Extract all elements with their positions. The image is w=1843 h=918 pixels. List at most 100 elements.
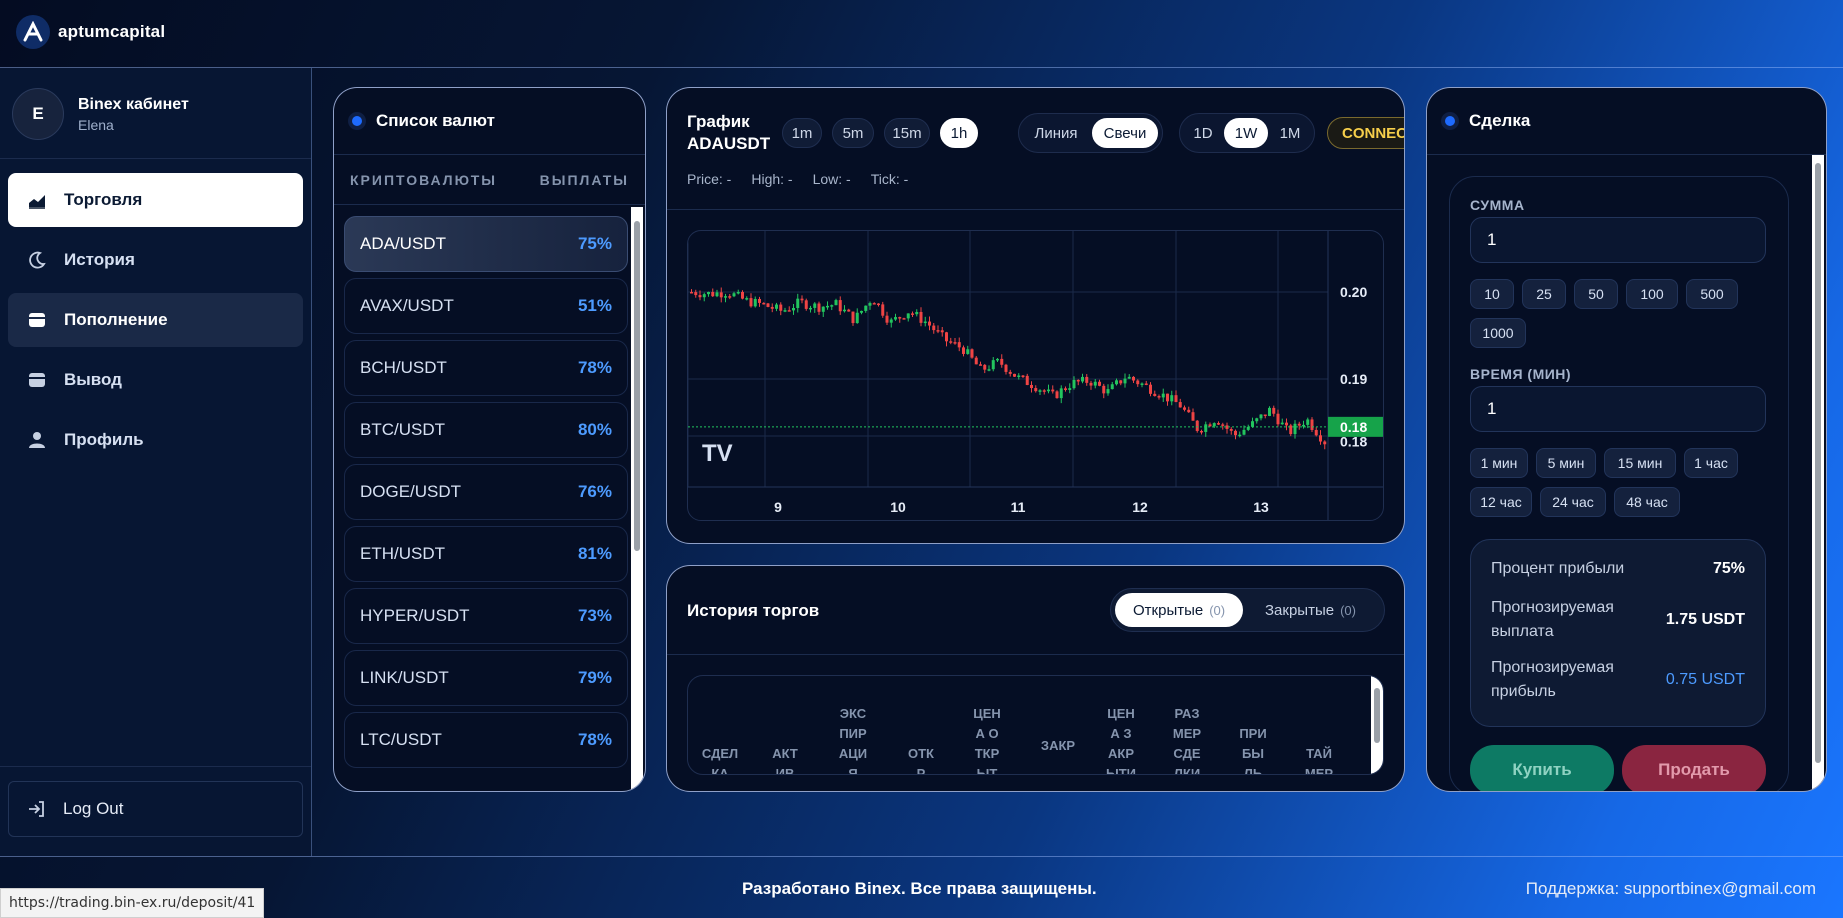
- list-item[interactable]: LTC/USDT 78%: [344, 712, 628, 768]
- amount-chip[interactable]: 25: [1522, 279, 1566, 309]
- tab-closed[interactable]: Закрытые (0): [1247, 593, 1374, 627]
- sidebar-item-trading[interactable]: Торговля: [8, 173, 303, 227]
- list-item[interactable]: BTC/USDT 80%: [344, 402, 628, 458]
- candle-body: [881, 304, 885, 316]
- candle-body: [1242, 429, 1246, 435]
- time-chip[interactable]: 24 час: [1540, 487, 1606, 517]
- list-item[interactable]: HYPER/USDT 73%: [344, 588, 628, 644]
- history-table: СДЕЛКА АКТИВ ЭКСПИРАЦИЯ ОТКР ЦЕНА ОТКРЫТ…: [687, 675, 1384, 775]
- scrollbar-thumb[interactable]: [634, 221, 640, 551]
- candle-body: [919, 311, 923, 323]
- interval-5m-button[interactable]: 5m: [832, 118, 874, 148]
- logo-icon: [16, 15, 50, 49]
- tab-open[interactable]: Открытые (0): [1115, 593, 1244, 627]
- amount-chip[interactable]: 50: [1574, 279, 1618, 309]
- candle-body: [1310, 419, 1314, 430]
- chart-title: График ADAUSDT: [687, 111, 770, 155]
- logout-button[interactable]: Log Out: [8, 781, 303, 837]
- candle-body: [830, 305, 834, 307]
- sidebar-item-profile[interactable]: Профиль: [8, 413, 303, 467]
- brand-name: aptumcapital: [58, 22, 166, 41]
- time-chip[interactable]: 5 мин: [1536, 448, 1596, 478]
- candle-body: [736, 292, 740, 294]
- column-header: ЭКСПИРАЦИЯ: [838, 706, 868, 775]
- candle-body: [889, 319, 893, 323]
- candle-body: [1187, 409, 1191, 413]
- list-item[interactable]: DOGE/USDT 76%: [344, 464, 628, 520]
- buy-button[interactable]: Купить: [1470, 745, 1614, 791]
- time-chip[interactable]: 1 час: [1684, 448, 1738, 478]
- list-item[interactable]: ETH/USDT 81%: [344, 526, 628, 582]
- candlestick-chart[interactable]: 0.20 0.19 0.18 9 10 11 12 13 0.18 TV: [687, 230, 1384, 521]
- candle-body: [1229, 428, 1233, 431]
- status-dot-icon: [1441, 112, 1459, 130]
- payout-value: 75%: [577, 234, 612, 253]
- candle-body: [1021, 375, 1025, 377]
- pair-name: LINK/USDT: [360, 668, 449, 687]
- candle-body: [1025, 375, 1029, 385]
- range-1w-button[interactable]: 1W: [1224, 118, 1268, 148]
- interval-1m-button[interactable]: 1m: [782, 118, 822, 148]
- payout-value: 78%: [577, 358, 612, 377]
- candle-body: [906, 313, 910, 319]
- range-1d-button[interactable]: 1D: [1193, 124, 1213, 142]
- sidebar-item-history[interactable]: История: [8, 233, 303, 287]
- support-link[interactable]: Поддержка: supportbinex@gmail.com: [1525, 879, 1816, 898]
- sell-button[interactable]: Продать: [1622, 745, 1766, 791]
- sidebar-item-deposit[interactable]: Пополнение: [8, 293, 303, 347]
- deal-panel-title: Сделка: [1469, 111, 1531, 130]
- mode-line-button[interactable]: Линия: [1034, 124, 1078, 142]
- amount-chip[interactable]: 1000: [1470, 318, 1526, 348]
- scrollbar-thumb[interactable]: [1374, 688, 1380, 743]
- sidebar-item-withdraw[interactable]: Вывод: [8, 353, 303, 407]
- list-item[interactable]: ADA/USDT 75%: [344, 216, 628, 272]
- candle-body: [1263, 414, 1267, 417]
- candle-body: [1136, 380, 1140, 385]
- time-chip[interactable]: 15 мин: [1604, 448, 1676, 478]
- candle-body: [923, 321, 927, 324]
- chart-svg[interactable]: 0.20 0.19 0.18 9 10 11 12 13 0.18 TV: [688, 231, 1384, 521]
- candle-body: [1085, 376, 1089, 383]
- candle-body: [826, 305, 829, 308]
- time-label: ВРЕМЯ (МИН): [1470, 366, 1572, 382]
- time-input[interactable]: 1: [1470, 386, 1766, 432]
- candle-body: [1081, 376, 1084, 382]
- top-header: aptumcapital: [0, 0, 1843, 68]
- stat-low: Low: -: [812, 171, 851, 187]
- time-chip[interactable]: 1 мин: [1470, 448, 1528, 478]
- candle-body: [847, 309, 851, 312]
- list-item[interactable]: BCH/USDT 78%: [344, 340, 628, 396]
- trade-history-panel: История торгов Открытые (0) Закрытые (0) С…: [666, 565, 1405, 792]
- currency-scrollbar[interactable]: [631, 207, 643, 791]
- list-item[interactable]: LINK/USDT 79%: [344, 650, 628, 706]
- history-tabs: Открытые (0) Закрытые (0): [1110, 588, 1385, 632]
- candle-body: [1314, 429, 1318, 436]
- amount-input[interactable]: 1: [1470, 217, 1766, 263]
- interval-15m-button[interactable]: 15m: [884, 118, 930, 148]
- brand-logo[interactable]: aptumcapital: [16, 15, 165, 49]
- stat-tick: Tick: -: [870, 171, 909, 187]
- table-scrollbar[interactable]: [1371, 676, 1383, 774]
- candle-body: [915, 311, 919, 315]
- mode-candles-button[interactable]: Свечи: [1092, 118, 1158, 148]
- candle-body: [1166, 393, 1169, 402]
- status-dot-icon: [348, 112, 366, 130]
- stat-price: Price: -: [687, 171, 732, 187]
- interval-1h-button[interactable]: 1h: [940, 118, 978, 148]
- range-1m-button[interactable]: 1M: [1279, 124, 1301, 142]
- time-chip[interactable]: 12 час: [1470, 487, 1532, 517]
- time-chip[interactable]: 48 час: [1614, 487, 1680, 517]
- deal-scrollbar[interactable]: [1812, 155, 1824, 791]
- candle-body: [707, 291, 710, 295]
- profit-value: 0.75 USDT: [1665, 671, 1745, 688]
- amount-chip[interactable]: 500: [1686, 279, 1738, 309]
- candle-body: [1225, 425, 1229, 429]
- column-header: АКТИВ: [772, 746, 798, 775]
- amount-chip[interactable]: 100: [1626, 279, 1678, 309]
- scrollbar-thumb[interactable]: [1815, 163, 1821, 763]
- candle-body: [1170, 395, 1174, 402]
- amount-chip[interactable]: 10: [1470, 279, 1514, 309]
- candle-body: [1013, 373, 1016, 377]
- candle-body: [796, 298, 800, 308]
- list-item[interactable]: AVAX/USDT 51%: [344, 278, 628, 334]
